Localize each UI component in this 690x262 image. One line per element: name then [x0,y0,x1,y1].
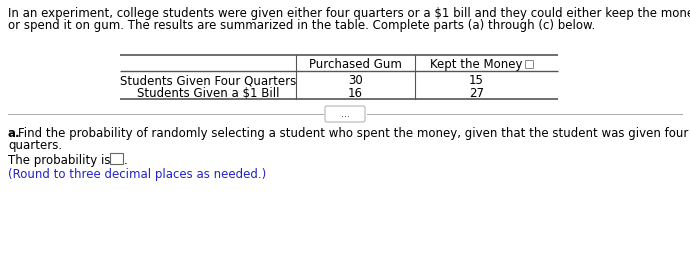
Text: In an experiment, college students were given either four quarters or a $1 bill : In an experiment, college students were … [8,7,690,20]
Text: Purchased Gum: Purchased Gum [309,58,402,71]
Text: Find the probability of randomly selecting a student who spent the money, given : Find the probability of randomly selecti… [18,127,689,140]
Text: (Round to three decimal places as needed.): (Round to three decimal places as needed… [8,168,266,181]
FancyBboxPatch shape [325,106,365,122]
Text: Kept the Money: Kept the Money [431,58,523,71]
Text: The probability is: The probability is [8,154,110,167]
FancyBboxPatch shape [524,60,533,68]
Text: 16: 16 [348,87,363,100]
Text: .: . [124,154,128,167]
Text: quarters.: quarters. [8,139,62,152]
Text: or spend it on gum. The results are summarized in the table. Complete parts (a) : or spend it on gum. The results are summ… [8,19,595,32]
Text: Students Given a $1 Bill: Students Given a $1 Bill [137,87,279,100]
Text: 27: 27 [469,87,484,100]
Text: Students Given Four Quarters: Students Given Four Quarters [120,74,296,87]
Text: 15: 15 [469,74,484,87]
Text: 30: 30 [348,74,363,87]
Text: ...: ... [340,109,350,119]
Text: a.: a. [8,127,21,140]
FancyBboxPatch shape [110,153,123,164]
